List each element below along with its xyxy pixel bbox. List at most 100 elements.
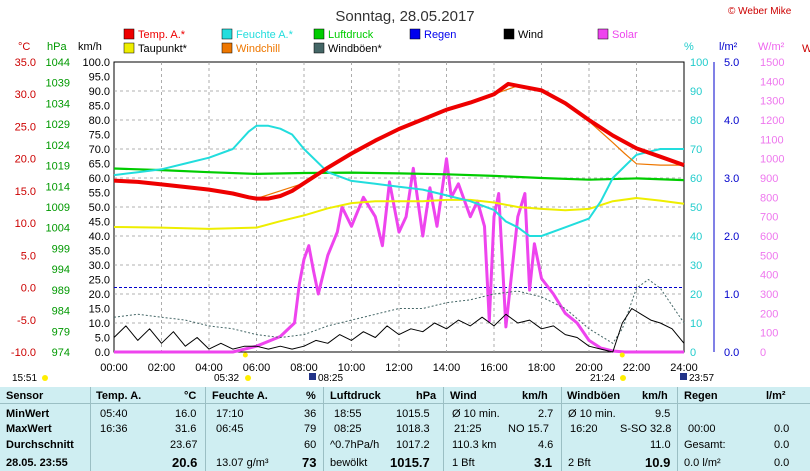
hdr-rain: Regen — [684, 390, 718, 402]
pressure-tick: 979 — [52, 326, 70, 338]
x-tick: 00:00 — [100, 362, 128, 374]
cell: 16:36 — [100, 423, 128, 435]
row-label: Durchschnitt — [6, 439, 74, 451]
solar-tick: 800 — [760, 192, 778, 204]
hdr-temp-unit: °C — [184, 390, 197, 402]
wind-tick: 80.0 — [89, 115, 110, 127]
sun-icon — [620, 375, 626, 381]
solar-tick: 200 — [760, 308, 778, 320]
hdr-hum: Feuchte A. — [212, 390, 268, 402]
cell: 36 — [304, 408, 317, 420]
cell: 3.1 — [534, 455, 553, 470]
wind-tick: 35.0 — [89, 246, 110, 258]
humidity-tick: 90 — [690, 86, 702, 98]
cell: 05:40 — [100, 408, 128, 420]
solar-tick: 1500 — [760, 57, 784, 69]
pressure-tick: 994 — [52, 264, 70, 276]
wind-tick: 95.0 — [89, 72, 110, 84]
rain-tick: 4.0 — [724, 115, 739, 127]
pressure-tick: 1029 — [46, 119, 70, 131]
humidity-tick: 60 — [690, 173, 702, 185]
cell: 2 Bft — [568, 457, 591, 469]
cell: 00:00 — [688, 423, 716, 435]
humidity-tick: 20 — [690, 289, 702, 301]
cell: 06:45 — [216, 423, 244, 435]
wind-tick: 10.0 — [89, 318, 110, 330]
brand-label: © Weber Mike — [728, 6, 792, 17]
cell: 16:20 — [570, 423, 598, 435]
hdr-temp: Temp. A. — [96, 390, 142, 402]
temp-tick: 15.0 — [15, 186, 36, 198]
cell: 16.0 — [175, 408, 197, 420]
x-tick: 06:00 — [243, 362, 271, 374]
hdr-gust-unit: km/h — [642, 390, 668, 402]
wind-tick: 75.0 — [89, 130, 110, 142]
cell: 10.9 — [645, 455, 671, 470]
cell: 60 — [304, 439, 317, 451]
pressure-tick: 1024 — [46, 140, 70, 152]
pressure-tick: 1034 — [46, 98, 70, 110]
moon-icon — [680, 373, 687, 380]
x-tick: 16:00 — [480, 362, 508, 374]
wind-tick: 30.0 — [89, 260, 110, 272]
cell: S-SO 32.8 — [620, 423, 672, 435]
hdr-rain-unit: l/m² — [766, 390, 786, 402]
solar-tick: 500 — [760, 250, 778, 262]
x-tick: 12:00 — [385, 362, 413, 374]
time-left: 15:51 — [12, 373, 37, 384]
pressure-tick: 1044 — [46, 57, 70, 69]
cell: 0.0 — [774, 439, 790, 451]
pressure-tick: 1019 — [46, 161, 70, 173]
x-tick: 20:00 — [575, 362, 603, 374]
series-line-solar — [114, 157, 684, 354]
cell: 11.0 — [650, 439, 671, 451]
cell: 21:25 — [454, 423, 482, 435]
temp-tick: 0.0 — [21, 283, 36, 295]
hdr-wind-unit: km/h — [522, 390, 548, 402]
cell: 17:10 — [216, 408, 244, 420]
series-line-feuchte-a- — [113, 124, 684, 237]
brand-cut: W — [802, 43, 810, 55]
humidity-tick: 30 — [690, 260, 702, 272]
humidity-tick: 40 — [690, 231, 702, 243]
wind-unit: km/h — [78, 41, 102, 53]
legend-label: Temp. A.* — [138, 29, 186, 41]
series-line-temp-a- — [113, 81, 685, 201]
cell: 08:25 — [334, 423, 362, 435]
legend-label: Luftdruck — [328, 29, 374, 41]
cell: 79 — [304, 423, 317, 435]
weather-chart: Sonntag, 28.05.2017 © Weber Mike W Temp. A.… — [11, 6, 810, 384]
sunset-marker — [619, 352, 625, 358]
rain-tick: 1.0 — [724, 289, 739, 301]
wind-tick: 55.0 — [89, 188, 110, 200]
humidity-tick: 50 — [690, 202, 702, 214]
temp-unit: °C — [18, 41, 30, 53]
legend-label: Regen — [424, 29, 456, 41]
row-label: 28.05. 23:55 — [6, 457, 68, 469]
temp-tick: -5.0 — [17, 315, 36, 327]
x-tick: 24:00 — [670, 362, 698, 374]
legend-label: Wind — [518, 29, 543, 41]
wind-tick: 20.0 — [89, 289, 110, 301]
hdr-press-unit: hPa — [416, 390, 437, 402]
wind-tick: 100.0 — [82, 57, 110, 69]
cell: 1017.2 — [396, 439, 430, 451]
humidity-unit: % — [684, 41, 694, 53]
pressure-tick: 984 — [52, 306, 70, 318]
cell: Ø 10 min. — [452, 408, 500, 420]
wind-tick: 25.0 — [89, 275, 110, 287]
x-tick: 14:00 — [433, 362, 461, 374]
pressure-tick: 999 — [52, 243, 70, 255]
wind-tick: 40.0 — [89, 231, 110, 243]
legend-label: Windböen* — [328, 43, 383, 55]
x-tick: 02:00 — [148, 362, 176, 374]
pressure-tick: 974 — [52, 347, 70, 359]
cell: 1015.5 — [396, 408, 430, 420]
wind-tick: 15.0 — [89, 304, 110, 316]
temp-tick: 35.0 — [15, 57, 36, 69]
cell: 1015.7 — [390, 455, 430, 470]
temp-tick: 5.0 — [21, 250, 36, 262]
solar-unit: W/m² — [758, 41, 785, 53]
wind-tick: 85.0 — [89, 101, 110, 113]
cell: 0.0 — [774, 423, 790, 435]
